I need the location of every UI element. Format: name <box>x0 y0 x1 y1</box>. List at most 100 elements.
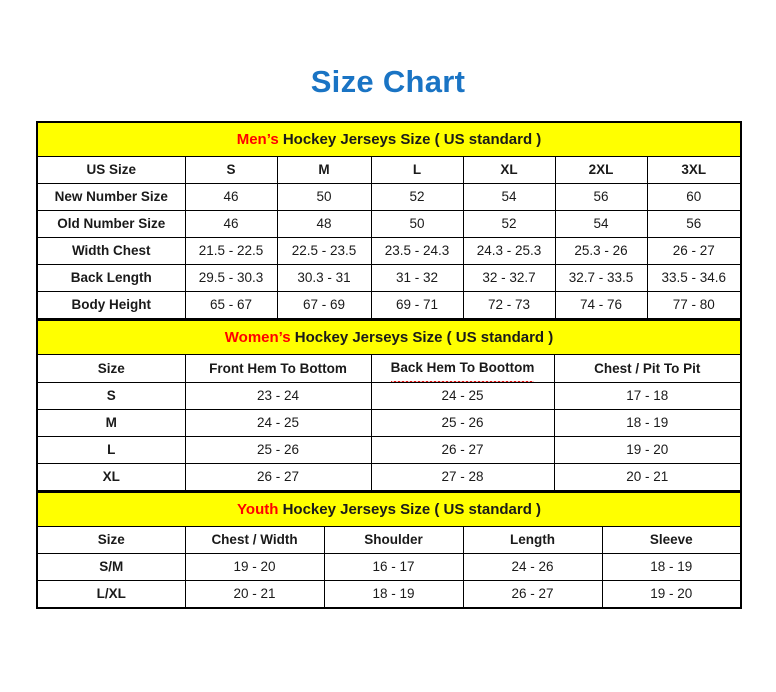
youth-heading-rest: Hockey Jerseys Size ( US standard ) <box>278 501 542 518</box>
table-cell: 67 - 69 <box>276 291 372 319</box>
table-row: Old Number Size 46 48 50 52 54 56 <box>36 210 742 238</box>
table-cell: 18 - 19 <box>323 580 464 609</box>
page-title: Size Chart <box>310 64 466 99</box>
table-cell: 23.5 - 24.3 <box>370 237 464 265</box>
table-cell: 33.5 - 34.6 <box>646 264 742 292</box>
column-header: US Size <box>36 156 186 184</box>
table-cell: 29.5 - 30.3 <box>184 264 278 292</box>
table-cell: 23 - 24 <box>184 382 372 410</box>
column-header: 3XL <box>646 156 742 184</box>
row-header: XL <box>36 463 186 491</box>
table-cell: 16 - 17 <box>323 553 464 581</box>
table-header-row: US Size S M L XL 2XL 3XL <box>36 156 742 184</box>
womens-section-heading: Women’s Hockey Jerseys Size ( US standar… <box>37 320 742 355</box>
table-section-header-row: Women’s Hockey Jerseys Size ( US standar… <box>37 320 742 355</box>
table-cell: 32.7 - 33.5 <box>554 264 648 292</box>
column-header: Shoulder <box>323 526 464 554</box>
table-cell: 52 <box>370 183 464 211</box>
table-row: S 23 - 24 24 - 25 17 - 18 <box>36 382 742 410</box>
table-row: L 25 - 26 26 - 27 19 - 20 <box>36 436 742 464</box>
table-cell: 19 - 20 <box>601 580 742 609</box>
table-cell: 56 <box>646 210 742 238</box>
column-header: XL <box>462 156 556 184</box>
table-cell: 17 - 18 <box>553 382 742 410</box>
table-row: New Number Size 46 50 52 54 56 60 <box>36 183 742 211</box>
table-row: XL 26 - 27 27 - 28 20 - 21 <box>36 463 742 491</box>
table-cell: 27 - 28 <box>370 463 555 491</box>
table-cell: 18 - 19 <box>553 409 742 437</box>
row-header: L <box>36 436 186 464</box>
mens-heading-accent: Men’s <box>236 131 279 148</box>
table-cell: 19 - 20 <box>553 436 742 464</box>
table-cell: 26 - 27 <box>646 237 742 265</box>
table-row: L/XL 20 - 21 18 - 19 26 - 27 19 - 20 <box>36 580 742 609</box>
table-cell: 69 - 71 <box>370 291 464 319</box>
table-cell: 50 <box>370 210 464 238</box>
youth-heading-accent: Youth <box>237 501 279 518</box>
size-tables-container: Men’s Hockey Jerseys Size ( US standard … <box>36 121 743 609</box>
table-cell: 56 <box>554 183 648 211</box>
table-cell: 25 - 26 <box>370 409 555 437</box>
table-cell: 20 - 21 <box>184 580 325 609</box>
table-cell: 22.5 - 23.5 <box>276 237 372 265</box>
table-cell: 50 <box>276 183 372 211</box>
table-cell: 30.3 - 31 <box>276 264 372 292</box>
table-cell: 19 - 20 <box>184 553 325 581</box>
column-header: Chest / Width <box>184 526 325 554</box>
mens-section-heading: Men’s Hockey Jerseys Size ( US standard … <box>37 122 741 157</box>
column-header: Length <box>462 526 603 554</box>
row-header: Body Height <box>36 291 186 319</box>
table-cell: 72 - 73 <box>462 291 556 319</box>
table-section-header-row: Men’s Hockey Jerseys Size ( US standard … <box>37 122 741 157</box>
table-row: Body Height 65 - 67 67 - 69 69 - 71 72 -… <box>36 291 742 319</box>
table-cell: 25 - 26 <box>184 436 372 464</box>
column-header: 2XL <box>554 156 648 184</box>
youth-section-heading: Youth Hockey Jerseys Size ( US standard … <box>37 492 742 527</box>
column-header: L <box>370 156 464 184</box>
row-header: Back Length <box>36 264 186 292</box>
youth-size-table: Youth Hockey Jerseys Size ( US standard … <box>36 491 743 609</box>
table-cell: 65 - 67 <box>184 291 278 319</box>
table-section-header-row: Youth Hockey Jerseys Size ( US standard … <box>37 492 742 527</box>
row-header: S <box>36 382 186 410</box>
column-header: Front Hem To Bottom <box>184 354 372 383</box>
column-header: Chest / Pit To Pit <box>553 354 742 383</box>
row-header: New Number Size <box>36 183 186 211</box>
column-header: Size <box>36 526 186 554</box>
table-row: S/M 19 - 20 16 - 17 24 - 26 18 - 19 <box>36 553 742 581</box>
table-cell: 24 - 25 <box>184 409 372 437</box>
table-cell: 21.5 - 22.5 <box>184 237 278 265</box>
table-cell: 60 <box>646 183 742 211</box>
womens-size-table: Women’s Hockey Jerseys Size ( US standar… <box>36 319 743 491</box>
column-header: S <box>184 156 278 184</box>
womens-heading-accent: Women’s <box>224 329 291 346</box>
table-cell: 24 - 26 <box>462 553 603 581</box>
mens-size-table: Men’s Hockey Jerseys Size ( US standard … <box>36 121 742 319</box>
column-header: M <box>276 156 372 184</box>
table-header-row: Size Front Hem To Bottom Back Hem To Boo… <box>36 354 742 383</box>
column-header-misspelled: Back Hem To Boottom <box>370 354 555 383</box>
row-header: Old Number Size <box>36 210 186 238</box>
row-header: L/XL <box>36 580 186 609</box>
table-cell: 77 - 80 <box>646 291 742 319</box>
table-row: Width Chest 21.5 - 22.5 22.5 - 23.5 23.5… <box>36 237 742 265</box>
table-cell: 54 <box>554 210 648 238</box>
table-cell: 46 <box>184 183 278 211</box>
column-header: Sleeve <box>601 526 742 554</box>
spellcheck-underlined-text: Back Hem To Boottom <box>390 356 534 382</box>
table-cell: 18 - 19 <box>601 553 742 581</box>
row-header: Width Chest <box>36 237 186 265</box>
table-cell: 32 - 32.7 <box>462 264 556 292</box>
mens-heading-rest: Hockey Jerseys Size ( US standard ) <box>278 131 542 148</box>
table-row: M 24 - 25 25 - 26 18 - 19 <box>36 409 742 437</box>
table-cell: 20 - 21 <box>553 463 742 491</box>
table-cell: 26 - 27 <box>370 436 555 464</box>
row-header: S/M <box>36 553 186 581</box>
table-cell: 52 <box>462 210 556 238</box>
table-cell: 26 - 27 <box>462 580 603 609</box>
table-cell: 74 - 76 <box>554 291 648 319</box>
table-cell: 25.3 - 26 <box>554 237 648 265</box>
row-header: M <box>36 409 186 437</box>
table-cell: 26 - 27 <box>184 463 372 491</box>
